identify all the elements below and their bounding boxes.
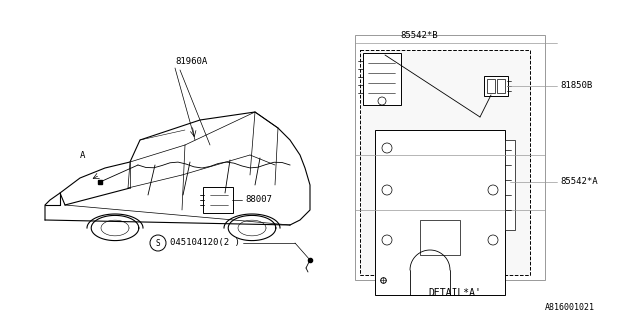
- Bar: [487, 79, 495, 93]
- Text: S: S: [156, 238, 160, 247]
- Bar: [363, 53, 401, 105]
- Text: DETAIL*A': DETAIL*A': [429, 288, 481, 298]
- Text: A816001021: A816001021: [545, 303, 595, 313]
- Text: 81960A: 81960A: [175, 58, 207, 67]
- Bar: [497, 79, 505, 93]
- Text: 88007: 88007: [245, 196, 272, 204]
- Text: 85542*B: 85542*B: [400, 30, 438, 39]
- Text: A: A: [80, 150, 85, 159]
- Text: 045104120(2 ): 045104120(2 ): [170, 238, 240, 247]
- Bar: [505, 140, 515, 230]
- Bar: [355, 35, 545, 280]
- FancyBboxPatch shape: [203, 187, 233, 213]
- FancyBboxPatch shape: [484, 76, 508, 96]
- Bar: [360, 50, 530, 275]
- Text: 81850B: 81850B: [560, 82, 592, 91]
- Bar: [420, 220, 460, 255]
- Bar: [375, 130, 505, 295]
- Text: 85542*A: 85542*A: [560, 178, 598, 187]
